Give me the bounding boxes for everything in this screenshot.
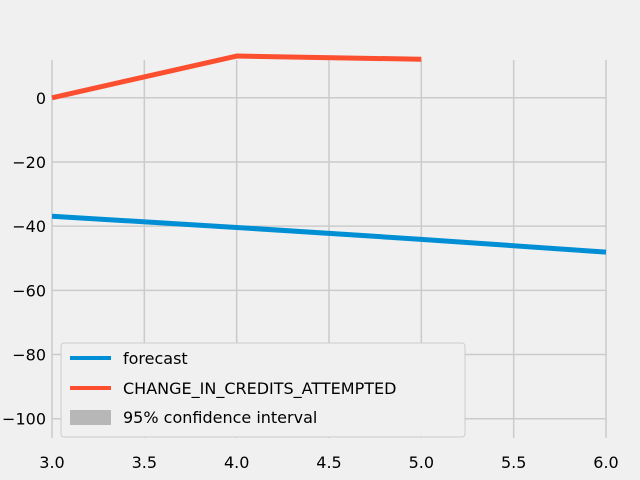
legend-swatch-confidence-interval <box>70 410 111 425</box>
series-line-change-in-credits-attempted <box>51 53 422 101</box>
series-layer <box>51 53 607 255</box>
x-tick-label: 4.5 <box>316 453 341 472</box>
y-tick-label: −40 <box>12 217 46 236</box>
legend: forecast CHANGE_IN_CREDITS_ATTEMPTED 95%… <box>60 342 466 438</box>
y-tick-label: −80 <box>12 346 46 365</box>
y-axis-tick-labels: 0 −20 −40 −60 −80 −100 <box>2 89 46 429</box>
y-tick-label: −100 <box>2 410 46 429</box>
x-tick-label: 3.0 <box>39 453 64 472</box>
y-tick-label: 0 <box>36 89 46 108</box>
x-tick-label: 6.0 <box>593 453 618 472</box>
series-line-forecast <box>51 213 607 255</box>
legend-label-forecast: forecast <box>123 349 188 368</box>
x-tick-label: 5.5 <box>501 453 526 472</box>
legend-label-confidence-interval: 95% confidence interval <box>123 408 317 427</box>
x-tick-label: 3.5 <box>132 453 157 472</box>
y-tick-label: −20 <box>12 153 46 172</box>
x-tick-label: 5.0 <box>409 453 434 472</box>
grid <box>51 60 607 438</box>
x-tick-label: 4.0 <box>224 453 249 472</box>
legend-box <box>60 342 466 438</box>
legend-label-change-in-credits-attempted: CHANGE_IN_CREDITS_ATTEMPTED <box>123 379 396 399</box>
y-tick-label: −60 <box>12 281 46 300</box>
x-axis-tick-labels: 3.0 3.5 4.0 4.5 5.0 5.5 6.0 <box>39 453 618 472</box>
